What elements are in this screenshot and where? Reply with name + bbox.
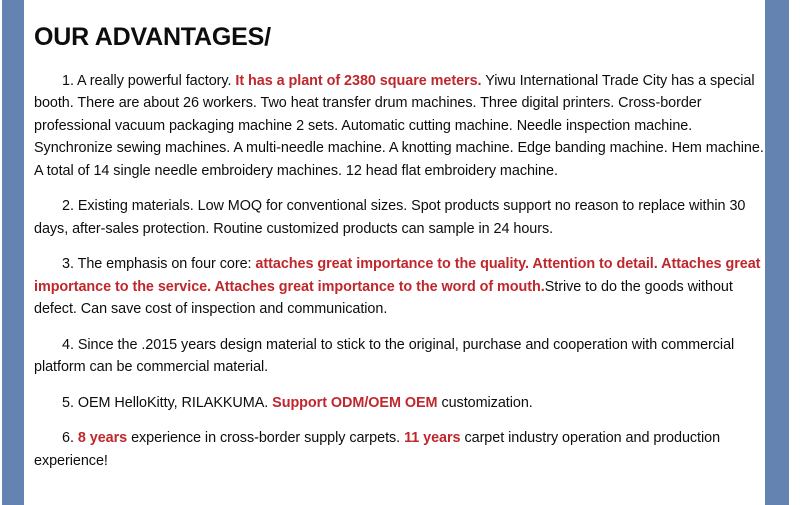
left-accent-bar (2, 0, 24, 505)
text-run: carpet industry operation and production… (34, 430, 721, 469)
text-run: Yiwu International Trade City has a spec… (34, 72, 764, 179)
text-run: 2. Existing materials. Low MOQ for conve… (34, 198, 746, 237)
text-run: 3. The emphasis on four core: (62, 256, 256, 272)
highlighted-text-run: Support ODM/OEM OEM (272, 394, 438, 411)
right-outer-margin (789, 0, 800, 505)
page-title: OUR ADVANTAGES/ (34, 23, 271, 51)
advantage-paragraph-4: 4. Since the .2015 years design material… (34, 334, 764, 379)
highlighted-text-run: It has a plant of 2380 square meters. (235, 72, 482, 89)
highlighted-text-run: 11 years (404, 430, 461, 446)
text-run: customization. (437, 394, 533, 411)
highlighted-text-run: 8 years (77, 430, 128, 446)
advantage-paragraph-2: 2. Existing materials. Low MOQ for conve… (34, 195, 764, 240)
text-run: 4. Since the .2015 years design material… (34, 336, 735, 376)
text-run: experience in cross-border supply carpet… (127, 430, 405, 446)
advantages-list: 1. A really powerful factory. It has a p… (34, 70, 764, 473)
advantage-paragraph-6: 6. 8 years experience in cross-border su… (34, 427, 764, 472)
left-outer-margin (0, 0, 2, 505)
text-run: 1. A really powerful factory. (62, 72, 236, 89)
advantage-paragraph-3: 3. The emphasis on four core: attaches g… (34, 253, 764, 321)
text-run: Strive to do the goods without defect. C… (34, 278, 733, 318)
highlighted-text-run: attaches great importance to the quality… (34, 256, 761, 295)
slide-content: OUR ADVANTAGES/ 1. A really powerful fac… (34, 0, 764, 505)
text-run: 6. (62, 430, 78, 446)
text-run: 5. OEM HelloKitty, RILAKKUMA. (62, 394, 273, 411)
advantage-paragraph-1: 1. A really powerful factory. It has a p… (34, 70, 764, 183)
advantage-paragraph-5: 5. OEM HelloKitty, RILAKKUMA. Support OD… (34, 392, 764, 415)
right-accent-bar (765, 0, 789, 505)
